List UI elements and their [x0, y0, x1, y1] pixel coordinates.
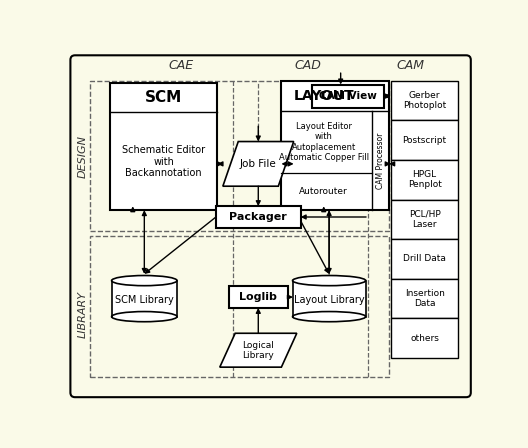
Polygon shape — [223, 142, 294, 186]
Text: CAE: CAE — [169, 59, 194, 72]
Bar — [111, 280, 177, 317]
Text: Postscript: Postscript — [402, 136, 447, 145]
Bar — [90, 81, 389, 231]
Text: CAD: CAD — [295, 59, 322, 72]
Text: SCM Library: SCM Library — [115, 295, 174, 305]
Bar — [391, 160, 458, 199]
Bar — [391, 319, 458, 358]
Ellipse shape — [293, 276, 366, 286]
Text: CAM Processor: CAM Processor — [376, 132, 385, 189]
Ellipse shape — [293, 311, 366, 322]
Bar — [293, 280, 366, 317]
Text: CAM View: CAM View — [319, 91, 377, 101]
Text: SCM: SCM — [145, 90, 182, 105]
Bar — [391, 81, 458, 121]
Ellipse shape — [111, 311, 177, 322]
Bar — [216, 206, 300, 228]
Text: LAYOUT: LAYOUT — [294, 89, 354, 103]
Text: Packager: Packager — [229, 212, 287, 222]
Text: HPGL
Penplot: HPGL Penplot — [408, 170, 441, 190]
Text: Logical
Library: Logical Library — [242, 340, 274, 360]
Bar — [281, 82, 389, 210]
Bar — [110, 83, 218, 210]
Text: Drill Data: Drill Data — [403, 254, 446, 263]
Text: Gerber
Photoplot: Gerber Photoplot — [403, 91, 446, 110]
Text: others: others — [410, 334, 439, 343]
Text: Autorouter: Autorouter — [299, 187, 348, 196]
Bar — [391, 121, 458, 160]
FancyBboxPatch shape — [70, 55, 471, 397]
Text: PCL/HP
Laser: PCL/HP Laser — [409, 210, 440, 229]
Bar — [312, 85, 384, 108]
Bar — [90, 236, 389, 377]
Text: Job File: Job File — [240, 159, 277, 169]
Polygon shape — [220, 333, 297, 367]
Bar — [391, 199, 458, 239]
Text: CAM: CAM — [396, 59, 424, 72]
Bar — [391, 279, 458, 319]
Text: DESIGN: DESIGN — [78, 135, 88, 178]
Text: LIBRARY: LIBRARY — [78, 290, 88, 337]
Text: Layout Library: Layout Library — [294, 295, 364, 305]
Text: Loglib: Loglib — [239, 292, 277, 302]
Bar — [229, 286, 288, 308]
Bar — [391, 239, 458, 279]
Text: Insertion
Data: Insertion Data — [404, 289, 445, 308]
Text: Schematic Editor
with
Backannotation: Schematic Editor with Backannotation — [122, 145, 205, 178]
Ellipse shape — [111, 276, 177, 286]
Text: Layout Editor
with
Autoplacement
Automatic Copper Fill: Layout Editor with Autoplacement Automat… — [279, 122, 369, 162]
